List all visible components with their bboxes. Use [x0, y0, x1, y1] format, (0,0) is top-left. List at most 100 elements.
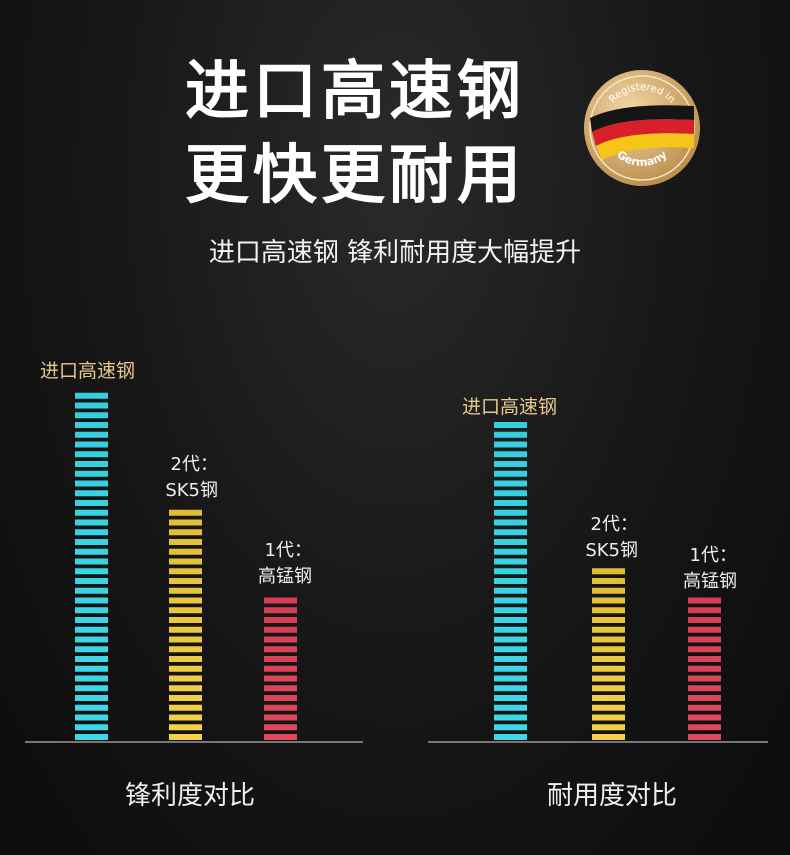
german-flag-icon [590, 105, 694, 160]
bar-segment [494, 431, 527, 438]
bar-segment [169, 587, 202, 594]
bar-segment [494, 558, 527, 565]
bar-segment [494, 704, 527, 711]
bar-segment [264, 724, 297, 731]
bar-segment [592, 675, 625, 682]
label-line: 1代： [264, 540, 312, 561]
bar-segment [75, 704, 108, 711]
bar-segment [592, 568, 625, 575]
bar-segment [75, 675, 108, 682]
bar-segment [494, 539, 527, 545]
bar-segment [169, 626, 202, 633]
bar-segment [494, 451, 527, 458]
bar-segment [169, 617, 202, 623]
bar-segment [75, 412, 108, 419]
bar-segment [688, 714, 721, 721]
bar-segment [264, 626, 297, 633]
chart1-bar-1 [75, 392, 108, 740]
chart1-label-sk5: 2代： SK5钢 [140, 452, 218, 504]
chart1-bar-2 [169, 509, 202, 740]
bar-segment [169, 558, 202, 565]
bar-segment [494, 734, 527, 740]
chart2-bar-2 [592, 568, 625, 740]
bar-segment [169, 509, 202, 516]
label-line: SK5钢 [165, 480, 218, 501]
bar-segment [75, 539, 108, 545]
bar-segment [169, 695, 202, 701]
bar-segment [688, 695, 721, 701]
bar-segment [592, 656, 625, 662]
bar-segment [494, 724, 527, 731]
bar-segment [75, 529, 108, 536]
bar-segment [169, 578, 202, 584]
bar-segment [592, 597, 625, 604]
bar-segment [264, 685, 297, 692]
bar-segment [264, 656, 297, 662]
label-line: 高锰钢 [258, 566, 312, 587]
bar-segment [169, 675, 202, 682]
bar-segment [592, 587, 625, 594]
bar-segment [75, 656, 108, 662]
bar-segment [592, 734, 625, 740]
bar-segment [169, 714, 202, 721]
bar-segment [75, 422, 108, 428]
bar-segment [494, 568, 527, 575]
chart1-title: 锋利度对比 [124, 781, 255, 811]
bar-segment [169, 724, 202, 731]
headline-line-1: 进口高速钢 [185, 55, 525, 129]
bar-segment [169, 607, 202, 614]
label-line: 2代： [590, 514, 638, 535]
bar-segment [169, 519, 202, 526]
chart2-baseline [428, 741, 768, 743]
bar-segment [75, 714, 108, 721]
bar-segment [494, 509, 527, 516]
bar-segment [75, 548, 108, 555]
bar-segment [75, 636, 108, 643]
bar-segment [75, 568, 108, 575]
bar-segment [688, 607, 721, 614]
bar-segment [75, 470, 108, 477]
bar-segment [592, 714, 625, 721]
bar-segment [494, 665, 527, 672]
bar-segment [592, 607, 625, 614]
bar-segment [688, 675, 721, 682]
bar-segment [169, 548, 202, 555]
bar-segment [494, 490, 527, 497]
bar-segment [494, 617, 527, 623]
chart1-label-mn: 1代： 高锰钢 [230, 538, 312, 590]
bar-segment [75, 500, 108, 506]
bar-segment [75, 578, 108, 584]
bar-segment [592, 695, 625, 701]
bar-segment [75, 490, 108, 497]
bar-segment [688, 656, 721, 662]
bar-segment [494, 685, 527, 692]
bar-segment [592, 704, 625, 711]
chart2-bar-3 [688, 597, 721, 740]
chart2-title: 耐用度对比 [546, 781, 677, 811]
bar-segment [494, 656, 527, 662]
bar-segment [688, 704, 721, 711]
label-line: 1代： [689, 545, 737, 566]
bar-segment [75, 734, 108, 740]
bar-segment [264, 714, 297, 721]
bar-segment [75, 402, 108, 409]
bar-segment [75, 480, 108, 487]
bar-segment [75, 695, 108, 701]
bar-segment [494, 636, 527, 643]
bar-segment [75, 685, 108, 692]
bar-segment [494, 422, 527, 428]
bar-segment [592, 685, 625, 692]
bar-segment [592, 636, 625, 643]
bar-segment [592, 665, 625, 672]
bar-segment [494, 578, 527, 584]
bar-segment [75, 646, 108, 653]
bar-segment [494, 470, 527, 477]
bar-segment [75, 665, 108, 672]
label-line: 高锰钢 [683, 571, 737, 592]
bar-segment [494, 597, 527, 604]
bar-segment [75, 607, 108, 614]
bar-segment [592, 646, 625, 653]
bar-segment [264, 675, 297, 682]
bar-segment [169, 704, 202, 711]
